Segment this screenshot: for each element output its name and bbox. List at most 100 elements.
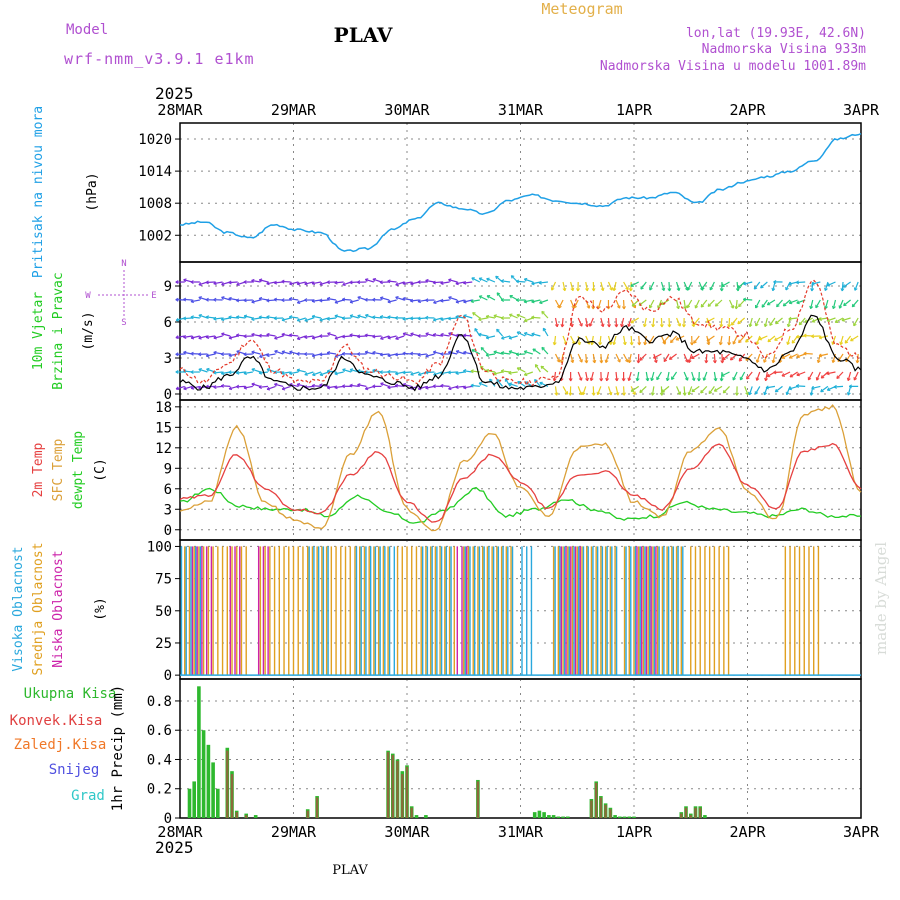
wind-arrow-head [798,321,803,326]
wind-arrow-head [771,287,776,292]
wind-arrow-head [190,385,195,390]
wind-arrow [753,281,761,290]
wind-arrow-head [609,287,613,291]
wind-arrow-head [700,389,704,394]
wind-arrow [570,353,574,363]
wind-arrow [653,353,662,359]
temp-tick-label: 15 [155,420,172,436]
wind-arrow [364,351,375,355]
wind-arrow-head [675,337,680,341]
compass-w: W [85,291,91,301]
wind-arrow [517,381,526,387]
wind-arrow-head [440,352,444,357]
precip-ylabel: 1hr Precip (mm) [110,685,126,811]
wind-arrow-head [789,373,794,378]
wind-arrow-head [198,314,202,318]
wind-arrow [463,385,473,389]
wind-arrow [395,384,405,387]
wind-arrow-head [818,353,823,358]
wind-arrow-head [739,376,744,381]
wind-arrow-head [855,360,860,364]
wind-arrow-head [774,388,779,393]
wind-arrow-head [236,333,240,338]
lonlat-label: lon,lat (19.93E, 42.6N) [686,26,866,41]
wind-arrow-head [395,371,399,376]
wind-arrow [380,316,390,319]
wind-arrow [606,371,610,381]
wind-arrow-head [746,375,750,380]
wind-arrow [622,386,625,396]
wind-arrow-head [523,372,528,377]
cloud-bars [180,546,820,676]
wind-arrow-head [568,392,573,396]
wind-ylabel-2: Brzina i Pravac [51,272,66,389]
wind-arrow-head [425,353,429,358]
wind-arrow [596,386,602,395]
wind-arrow [433,317,443,321]
wind-arrow [327,297,337,301]
precip-conv-bar [410,807,413,818]
wind-arrow [638,335,641,346]
wind-arrow [721,281,730,287]
wind-arrow [478,317,488,321]
wind-arrow [258,316,269,319]
wind-arrow [623,335,626,345]
wind-arrow [661,385,670,393]
wind-arrow [516,280,526,283]
wind-arrow-head [236,315,240,320]
day-label-top: 28MAR [157,101,203,119]
wind-arrow [183,335,193,338]
precip-conv-bar [306,810,309,818]
wind-arrow-head [243,352,247,357]
wind-arrow-head [417,333,421,338]
wind-arrow-head [236,282,240,286]
wind-arrow [683,371,689,381]
wind-speed-line [179,314,862,392]
wind-arrow-head [447,350,452,355]
wind-arrow-head [183,297,187,302]
wind-arrow-head [432,317,437,322]
cloud-ylabel-3: Niska Oblacnost [51,550,66,667]
wind-arrow-head [598,341,603,346]
wind-arrow [524,350,533,355]
pressure-frame [179,122,862,263]
wind-arrow [387,385,397,389]
wind-arrow [534,379,541,387]
wind-arrow [756,353,761,363]
wind-arrow [615,371,618,382]
wind-arrow [628,353,632,363]
wind-arrow-head [608,391,613,396]
wind-arrow [709,281,715,291]
wind-arrow-head [515,352,520,357]
wind-arrow [213,385,223,388]
wind-arrow [660,317,663,328]
watermark: made by Angel [872,542,890,655]
wind-arrow-head [523,350,528,354]
wind-arrow [440,299,450,302]
wind-arrow-head [851,303,856,308]
wind-arrow [824,299,829,309]
wind-arrow [803,352,813,355]
wind-arrow [183,317,193,320]
precip-total-bar [187,788,192,818]
wind-arrow-head [727,324,732,328]
wind-arrow-head [667,288,672,292]
wind-arrow-head [326,280,330,285]
wind-arrow [666,371,670,381]
wind-arrow-head [556,359,561,363]
wind-arrow-head [480,347,485,351]
wind-arrow [478,333,488,337]
wind-arrow-head [760,284,764,289]
wind-arrow [683,386,686,396]
wind-arrow [700,299,708,308]
wind-arrow [532,348,541,355]
wind-arrow-head [766,301,771,306]
wind-arrow [820,385,829,393]
wind-arrow-head [266,315,270,320]
wind-arrow-head [213,281,217,286]
day-label-bottom: 2APR [729,823,766,841]
wind-arrow [786,335,791,345]
wind-arrow [258,297,269,301]
wind-arrow-head [493,350,497,355]
wind-arrow-head [687,391,692,396]
